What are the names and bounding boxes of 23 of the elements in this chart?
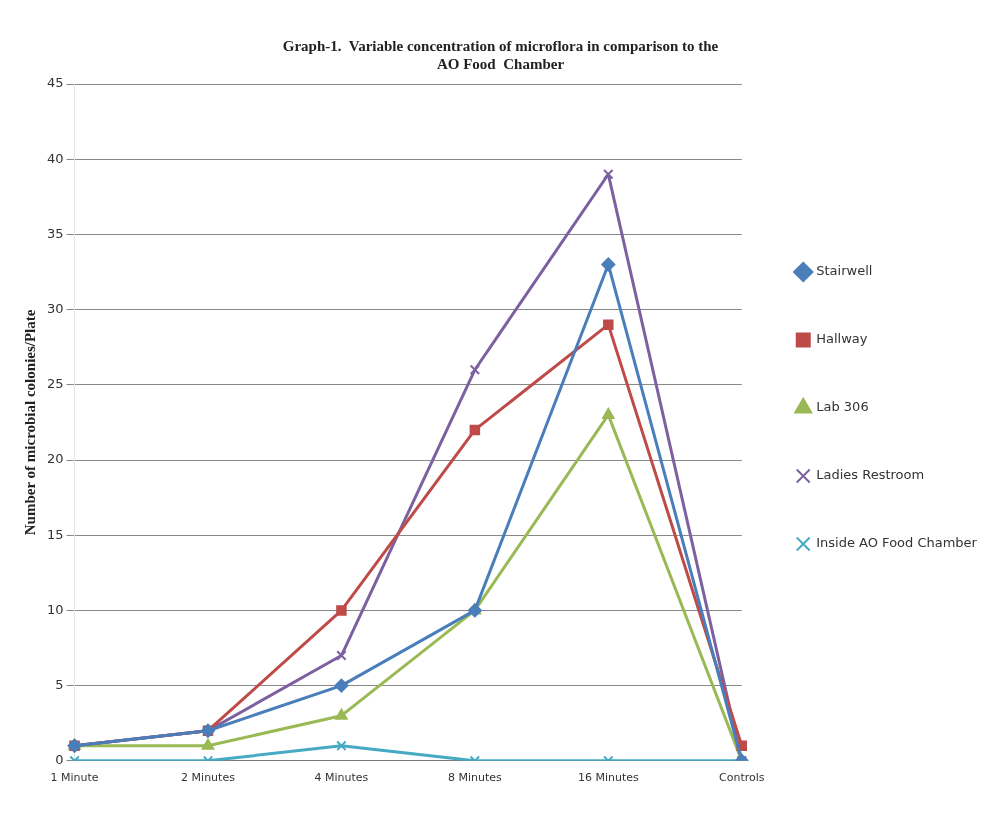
x-tick-label: 8 Minutes xyxy=(447,771,503,785)
x-tick-label: Controls xyxy=(719,771,765,785)
y-tick-label: 10 xyxy=(47,601,64,617)
legend-label: Inside AO Food Chamber xyxy=(816,535,978,551)
x-tick-label: 2 Minutes xyxy=(181,771,236,785)
legend-label: Lab 306 xyxy=(816,399,869,415)
x-tick-label: 1 Minute xyxy=(50,771,99,785)
legend-label: Ladies Restroom xyxy=(816,467,925,483)
x-tick-label: 16 Minutes xyxy=(577,771,639,785)
y-tick-label: 0 xyxy=(55,752,64,768)
y-tick-label: 15 xyxy=(47,526,64,542)
y-tick-label: 25 xyxy=(47,376,64,392)
x-tick-label: 4 Minutes xyxy=(314,771,369,785)
legend-label: Stairwell xyxy=(816,263,873,279)
y-tick-label: 20 xyxy=(47,451,64,467)
y-tick-label: 35 xyxy=(47,225,64,241)
y-tick-label: 45 xyxy=(47,75,64,91)
y-tick-label: 30 xyxy=(47,300,64,316)
y-axis-title: Number of microbial colonies/Plate xyxy=(21,309,38,536)
y-tick-label: 5 xyxy=(55,676,64,692)
chart-title: Graph-1. Variable concentration of microflora in comparison to the AO Food Chamber xyxy=(282,37,719,72)
y-tick-label: 40 xyxy=(47,150,64,166)
legend-label: Hallway xyxy=(816,331,868,347)
